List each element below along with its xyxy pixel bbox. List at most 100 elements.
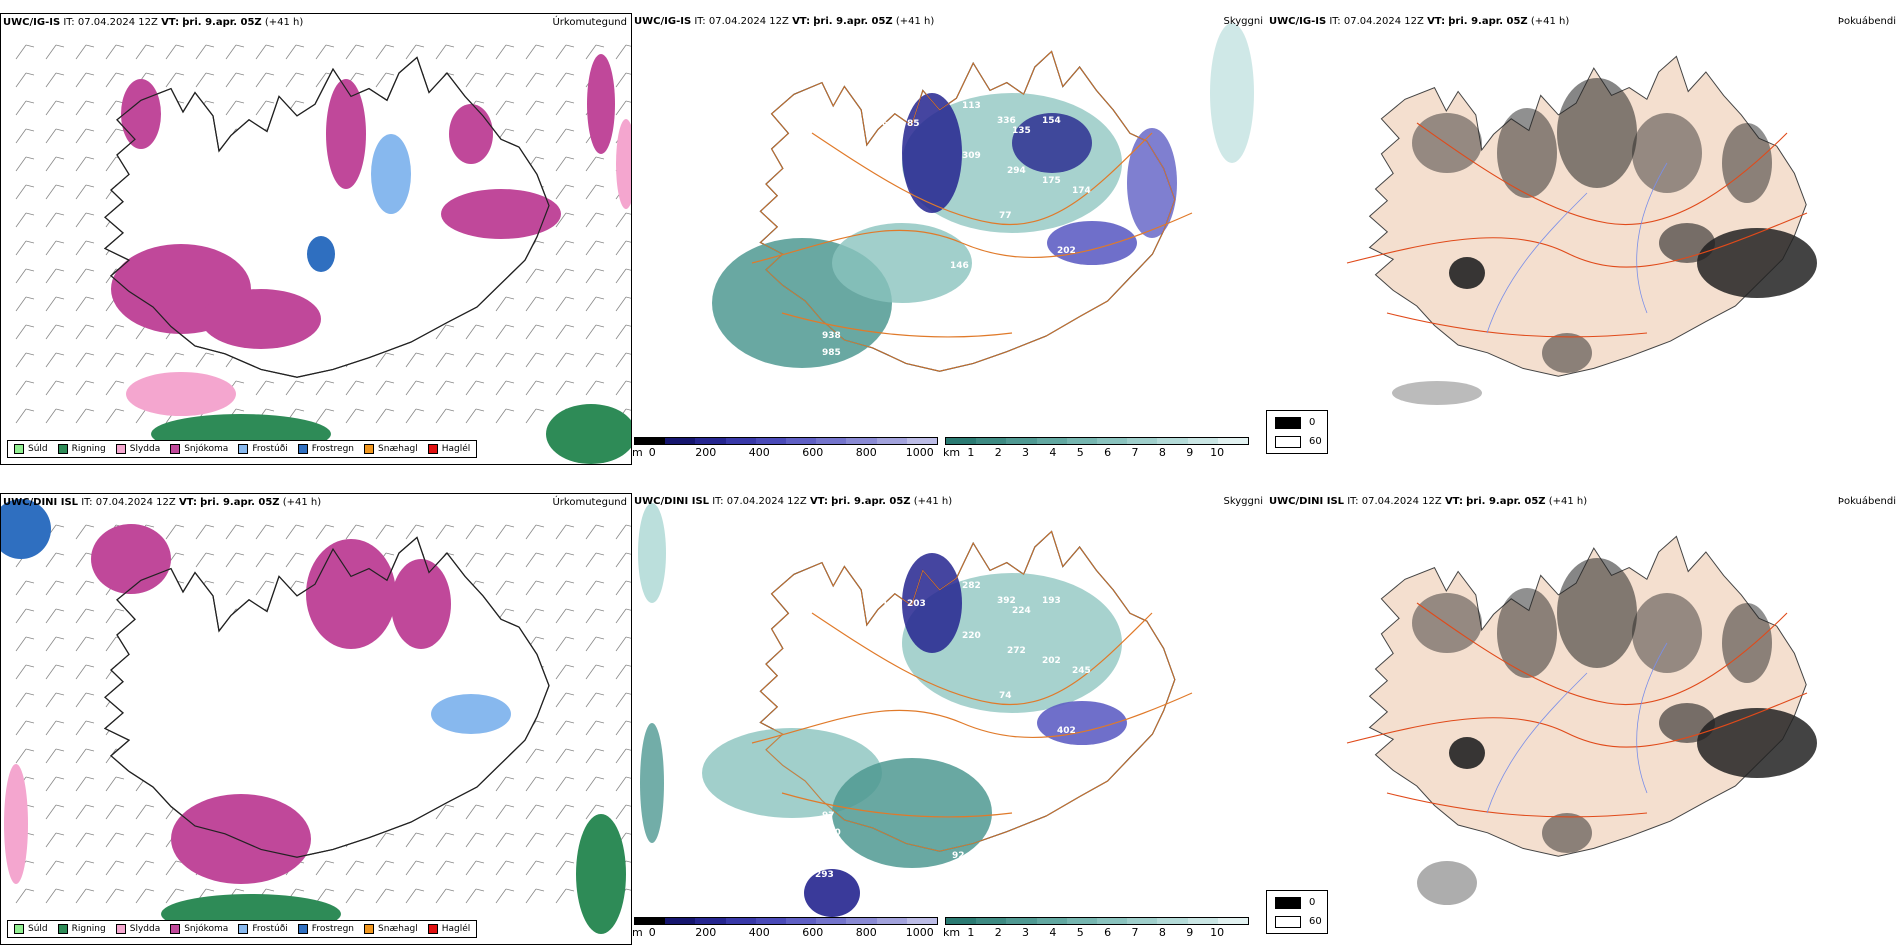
visibility-value-label: 309 [962, 151, 981, 161]
panel-title: UWC/DINI ISL IT: 07.04.2024 12Z VT: þri.… [634, 496, 953, 507]
colorbar-bin [1187, 438, 1218, 444]
roads [751, 530, 1193, 852]
legend-item-frostúði: Frostúði [238, 444, 288, 454]
colorbar-tick-label: 8 [1158, 446, 1166, 459]
roads [1346, 122, 1808, 338]
low-visibility-m-area [1047, 221, 1137, 265]
iceland-outline [1368, 535, 1807, 857]
colorbar-strip [945, 437, 1249, 445]
colorbar-tick-label: 2 [994, 446, 1002, 459]
colorbar-tick-label: 8 [1158, 926, 1166, 939]
colorbar-bin [1127, 438, 1158, 444]
colorbar-bin [906, 438, 938, 444]
visibility-value-label: 294 [1007, 166, 1026, 176]
colorbar-unit: km [943, 446, 961, 459]
legend-swatch [427, 444, 438, 454]
colorbar-bin [846, 918, 877, 924]
fog-swatch-light [1275, 916, 1301, 928]
colorbar-bin [906, 918, 938, 924]
colorbar-bin [946, 918, 977, 924]
colorbar-tick-label: 9 [1186, 926, 1194, 939]
fog-index-area [1557, 78, 1637, 188]
visibility-value-label: 202 [1042, 656, 1061, 666]
legend-item-rigning: Rigning [57, 444, 106, 454]
colorbar-tick-label: 1 [967, 446, 975, 459]
legend-label: Frostúði [252, 444, 288, 454]
low-visibility-m-area [804, 869, 860, 917]
colorbar-tick-label: 10 [1210, 926, 1225, 939]
precip-map-row1 [15, 44, 631, 464]
legend-label: Súld [28, 444, 48, 454]
panel-name: Skyggni [1223, 16, 1263, 27]
visibility-value-label: 283 [882, 671, 901, 681]
fog-legend-row2: 0 60 [1266, 890, 1328, 934]
legend-item-frostregn: Frostregn [297, 444, 355, 454]
legend-label: Haglél [441, 924, 471, 934]
legend-swatch [115, 924, 126, 934]
snow-area [306, 539, 396, 649]
visibility-value-label: 85 [907, 119, 920, 129]
legend-label: Snæhagl [378, 924, 418, 934]
fog-index-area [1542, 813, 1592, 853]
fog-index-area [1497, 108, 1557, 198]
colorbar-bin [1006, 438, 1037, 444]
colorbar-bin [725, 438, 756, 444]
visibility-value-label: 95 [882, 121, 895, 131]
fog-index-area [1497, 588, 1557, 678]
legend-swatch [297, 924, 308, 934]
colorbar-bin [1217, 438, 1249, 444]
low-visibility-m-area [1127, 128, 1177, 238]
colorbar-unit: m [632, 926, 643, 939]
panel-title: UWC/IG-IS IT: 07.04.2024 12Z VT: þri. 9.… [1269, 16, 1570, 27]
legend-label: Snjókoma [184, 924, 229, 934]
visibility-value-label: 282 [962, 581, 981, 591]
colorbar-bin [946, 438, 977, 444]
legend-swatch [57, 924, 68, 934]
legend-swatch [57, 444, 68, 454]
visibility-value-label: 190 [982, 744, 1001, 754]
visibility-panel-row2: 186 190 150 97 100 92 293 283 74 402 133 203 282 392 2… [632, 493, 1267, 945]
colorbar-bin [876, 438, 907, 444]
colorbar-tick-label: 600 [802, 446, 824, 459]
colorbar-bin [816, 918, 847, 924]
colorbar-bin [876, 918, 907, 924]
visibility-value-label: 146 [950, 261, 969, 271]
precip-panel-row2: UWC/DINI ISL IT: 07.04.2024 12Z VT: þri.… [0, 493, 632, 945]
legend-item-frostúði: Frostúði [238, 924, 288, 934]
legend-swatch [170, 924, 181, 934]
colorbar-bin [635, 918, 666, 924]
freezing-drizzle-area [371, 134, 411, 214]
colorbar-bin [695, 438, 726, 444]
legend-label: Slydda [129, 444, 161, 454]
colorbar-tick-label: 6 [1104, 926, 1112, 939]
legend-item-slydda: Slydda [115, 924, 160, 934]
precip-legend: Súld Rigning Slydda Snjókoma Frostúði Frostre… [7, 920, 478, 938]
fog-index-area [1697, 708, 1817, 778]
legend-item-haglél: Haglél [427, 444, 470, 454]
fog-index-area [1412, 113, 1482, 173]
legend-label: Frostregn [311, 444, 355, 454]
colorbar-tick-label: 800 [855, 926, 877, 939]
legend-swatch [364, 924, 375, 934]
colorbar-strip [634, 437, 938, 445]
visibility-value-label: 272 [1007, 646, 1026, 656]
colorbar-bin [1097, 918, 1128, 924]
precip-panel-row1: UWC/IG-IS IT: 07.04.2024 12Z VT: þri. 9.… [0, 13, 632, 465]
rivers [1486, 642, 1668, 814]
legend-swatch [115, 444, 126, 454]
visibility-value-label: 113 [1032, 264, 1051, 274]
legend-item-snæhagl: Snæhagl [364, 924, 418, 934]
colorbar-bin [1157, 438, 1188, 444]
visibility-value-label: 77 [999, 211, 1012, 221]
visibility-colorbar-m: m 0 200 400 600 800 1000 [632, 437, 938, 465]
colorbar-bin [755, 918, 787, 924]
legend-swatch [14, 924, 24, 934]
colorbar-tick-label: 5 [1076, 446, 1084, 459]
colorbar-tick-label: 1000 [905, 446, 934, 459]
iceland-outline-top [103, 56, 550, 378]
low-visibility-m-area [1037, 701, 1127, 745]
snow-area [441, 189, 561, 239]
legend-item-snæhagl: Snæhagl [364, 444, 418, 454]
fog-index-area [1449, 737, 1485, 769]
visibility-value-label: 150 [1032, 744, 1051, 754]
